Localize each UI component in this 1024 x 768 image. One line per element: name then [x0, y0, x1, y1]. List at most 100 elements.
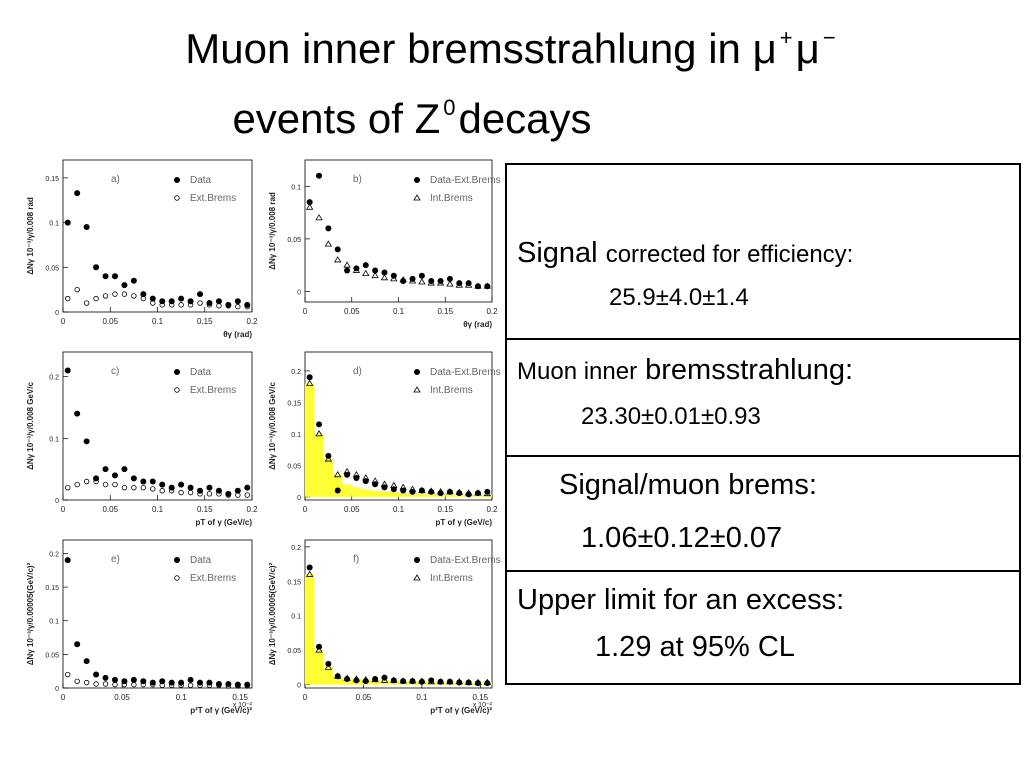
- data-point: [464, 281, 473, 288]
- legend-label: Data-Ext.Brems: [430, 175, 501, 186]
- data-point: [178, 481, 185, 488]
- y-tick-label: 0.1: [291, 184, 301, 191]
- data-point: [64, 367, 71, 374]
- data-point: [399, 483, 407, 490]
- data-point: [225, 303, 232, 309]
- x-tick-label: 0.15: [437, 307, 453, 316]
- data-point: [446, 488, 454, 495]
- data-point: [400, 678, 407, 685]
- data-point: [315, 646, 323, 653]
- data-point: [150, 300, 156, 306]
- plots: 0 0.05 0.1 0.15 0 0.05 0.1 0.15 0.2 θγ (rad) ΔNγ 1…: [26, 159, 501, 715]
- cell-text: bremsstrahlung:: [645, 354, 854, 386]
- data-point: [206, 484, 213, 491]
- legend-marker: [174, 195, 180, 201]
- data-point: [372, 676, 379, 683]
- data-point: [244, 681, 251, 688]
- data-point: [408, 485, 417, 492]
- data-point: [305, 203, 314, 210]
- legend-label: Data: [190, 555, 212, 566]
- histogram-bar: [333, 474, 343, 497]
- data-point: [418, 677, 426, 684]
- table-row: Signal corrected for efficiency: 25.9±4.…: [507, 165, 1019, 340]
- data-point: [65, 484, 71, 491]
- data-point: [197, 291, 204, 298]
- data-point: [334, 246, 341, 253]
- x-tick-label: 0.1: [176, 693, 188, 702]
- x-tick-label: 0.15: [473, 693, 489, 702]
- data-point: [216, 303, 222, 309]
- x-tick-label: 0.2: [486, 505, 498, 514]
- data-point: [455, 678, 463, 685]
- data-point: [244, 301, 251, 308]
- data-point: [352, 675, 361, 682]
- y-tick-label: 0.1: [291, 432, 301, 439]
- data-point: [140, 484, 147, 491]
- data-point: [474, 489, 482, 496]
- data-point: [216, 682, 222, 689]
- y-axis-label: ΔNγ 10⁻³/γ/0.008 GeV/c: [268, 382, 277, 470]
- data-point: [206, 682, 213, 689]
- data-point: [380, 676, 389, 683]
- x-tick-label: 0: [303, 693, 308, 702]
- data-point: [343, 261, 351, 268]
- data-point: [74, 410, 81, 417]
- data-point: [306, 564, 313, 571]
- data-point: [149, 295, 156, 302]
- results-table: Signal corrected for efficiency: 25.9±4.…: [505, 163, 1021, 685]
- legend-marker: [414, 557, 420, 563]
- data-point: [427, 279, 435, 286]
- y-tick-label: 0.05: [287, 237, 301, 244]
- data-point: [390, 677, 397, 684]
- x-tick-label: 0.2: [246, 317, 258, 326]
- y-tick-label: 0: [55, 498, 59, 505]
- data-point: [206, 302, 213, 308]
- data-point: [390, 676, 398, 683]
- data-point: [483, 489, 492, 497]
- data-point: [344, 267, 351, 274]
- data-point: [427, 487, 435, 494]
- data-point: [131, 484, 137, 491]
- data-point: [168, 302, 175, 308]
- legend-label: Data-Ext.Brems: [430, 367, 501, 378]
- y-tick-label: 0.15: [287, 400, 301, 407]
- data-point: [140, 291, 147, 298]
- panel-label: d): [353, 366, 362, 377]
- legend-label: Data: [190, 367, 212, 378]
- y-tick-label: 0.1: [49, 619, 59, 626]
- y-tick-label: 0.15: [45, 585, 59, 592]
- title-text: Muon inner bremsstrahlung in μ: [185, 25, 777, 72]
- legend-label: Ext.Brems: [190, 573, 236, 584]
- data-point: [408, 277, 417, 284]
- legend-label: Int.Brems: [430, 573, 473, 584]
- y-tick-label: 0.05: [45, 265, 59, 272]
- data-point: [130, 475, 137, 482]
- data-point: [446, 678, 454, 685]
- data-point: [197, 682, 203, 689]
- data-point: [121, 282, 128, 289]
- data-point: [215, 680, 222, 687]
- data-point: [474, 490, 481, 497]
- histogram-bar: [314, 433, 324, 497]
- data-point: [325, 225, 332, 232]
- data-point: [121, 484, 128, 491]
- data-point: [446, 275, 453, 282]
- data-point: [178, 682, 184, 689]
- data-point: [409, 678, 416, 685]
- histogram-bar: [333, 676, 343, 685]
- x-tick-label: 0.15: [232, 693, 248, 702]
- data-point: [446, 678, 453, 685]
- title-text: events of Z: [232, 95, 441, 142]
- y-tick-label: 0.05: [45, 652, 59, 659]
- y-tick-label: 0.1: [49, 436, 59, 443]
- data-point: [83, 438, 90, 445]
- cell-value: 1.29 at 95% CL: [595, 631, 795, 663]
- histogram-bar: [398, 492, 408, 497]
- histogram-bar: [305, 383, 315, 497]
- legend-marker: [174, 387, 180, 393]
- data-point: [74, 481, 80, 488]
- data-point: [353, 677, 360, 684]
- histogram-bar: [426, 493, 436, 497]
- data-point: [436, 279, 445, 286]
- x-tick-label: 0.1: [416, 693, 428, 702]
